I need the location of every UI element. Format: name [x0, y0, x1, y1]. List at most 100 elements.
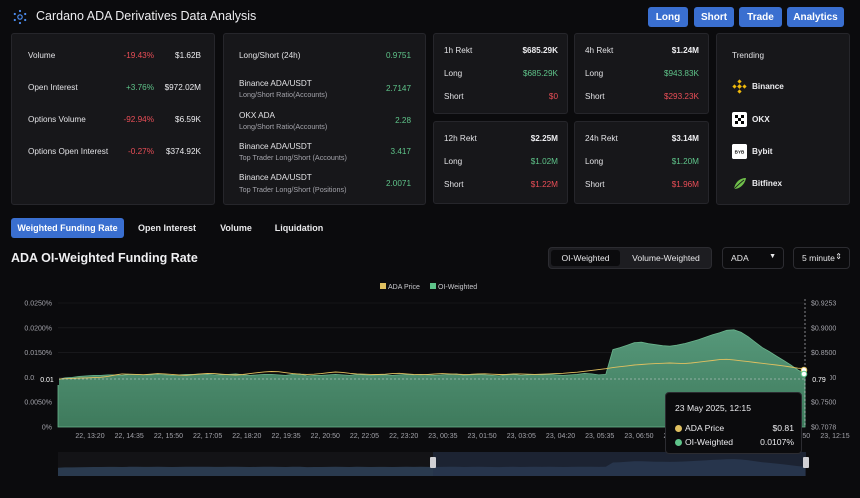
crosshair-right-label: 0.79 — [812, 377, 826, 384]
rekt-long-label: Long — [585, 157, 604, 166]
overview-label: Options Volume — [28, 115, 86, 124]
ratio-value: 2.28 — [395, 116, 411, 125]
rekt-short-label: Short — [585, 92, 605, 101]
y-axis-left-label: 0.0200% — [24, 325, 52, 332]
y-axis-right-label: $0.7078 — [811, 425, 836, 432]
x-axis-label: 22, 20:50 — [311, 433, 340, 440]
tab-weighted-funding-rate[interactable]: Weighted Funding Rate — [11, 218, 124, 238]
okx-icon — [732, 112, 747, 127]
y-axis-right-label: $0.9000 — [811, 325, 836, 332]
chart-legend: ADA Price OI-Weighted — [380, 283, 477, 291]
rekt-title: 12h Rekt — [444, 134, 477, 143]
trending-item-label: Bybit — [752, 147, 773, 156]
trending-item-label: Binance — [752, 82, 784, 91]
trending-card: Trending Binance OKX BYB Bybit Bitfinex — [716, 33, 850, 205]
rekt-short-label: Short — [444, 92, 464, 101]
rekt-long-label: Long — [444, 69, 463, 78]
y-axis-left-label: 0.0050% — [24, 400, 52, 407]
chevron-down-icon: ▼ — [769, 253, 776, 260]
app-title: Cardano ADA Derivatives Data Analysis — [36, 9, 257, 23]
rekt-short-value: $1.96M — [671, 180, 699, 189]
rekt-short-value: $293.23K — [663, 92, 699, 101]
x-axis-label: 22, 23:20 — [389, 433, 418, 440]
rekt-long-value: $1.02M — [530, 157, 558, 166]
chart-title: ADA OI-Weighted Funding Rate — [11, 251, 198, 265]
overview-change: -92.94% — [123, 115, 155, 124]
overview-value: $972.02M — [164, 83, 201, 92]
nav-trade-button[interactable]: Trade — [739, 7, 782, 27]
funding-rate-chart[interactable]: ADA Price OI-Weighted 0.0250% 0.0200% 0.01… — [0, 278, 860, 478]
ada-price-line — [57, 358, 806, 380]
chart-tooltip: 23 May 2025, 12:15 ADA Price $0.81 OI-We… — [665, 392, 802, 454]
ratio-sublabel: Top Trader Long/Short (Positions) — [239, 185, 347, 194]
navigator-left-handle[interactable] — [430, 457, 436, 468]
x-axis-label: 22, 17:05 — [193, 433, 222, 440]
x-axis-label: 23, 04:20 — [546, 433, 575, 440]
tooltip-oi-dot — [675, 439, 682, 446]
navigator-selection[interactable] — [433, 452, 806, 476]
crosshair-right-badge — [808, 373, 830, 385]
trending-item-bitfinex[interactable]: Bitfinex — [732, 176, 782, 191]
nav-short-button[interactable]: Short — [694, 7, 734, 27]
symbol-select[interactable]: ADA ▼ — [722, 247, 784, 269]
interval-select[interactable]: 5 minute ⇕ — [793, 247, 850, 269]
overview-value: $6.59K — [175, 115, 201, 124]
x-axis-label: 23, 01:50 — [468, 433, 497, 440]
x-axis-label: 22, 13:20 — [75, 433, 104, 440]
ratio-sublabel: Long/Short Ratio(Accounts) — [239, 90, 328, 99]
y-axis-right-label: $0.9253 — [811, 301, 836, 308]
rekt-card-24h: 24h Rekt $3.14M Long $1.20M Short $1.96M — [574, 121, 709, 204]
trending-item-okx[interactable]: OKX — [732, 112, 770, 127]
oi-weighted-option[interactable]: OI-Weighted — [551, 250, 620, 266]
rekt-short-label: Short — [444, 180, 464, 189]
tooltip-oi-value: 0.0107% — [760, 437, 794, 447]
overview-label: Options Open Interest — [28, 147, 109, 156]
volume-weighted-option[interactable]: Volume-Weighted — [632, 253, 700, 263]
rekt-short-value: $0 — [548, 92, 558, 101]
tooltip-price-value: $0.81 — [772, 423, 794, 433]
legend-oi-weighted[interactable]: OI-Weighted — [438, 284, 477, 291]
x-axis-label: 23, 00:35 — [428, 433, 457, 440]
nav-long-button[interactable]: Long — [648, 7, 688, 27]
tab-liquidation[interactable]: Liquidation — [274, 223, 324, 233]
y-axis-right-label: $0.8500 — [811, 350, 836, 357]
ratio-value: 2.7147 — [385, 84, 411, 93]
rekt-title: 4h Rekt — [585, 46, 614, 55]
y-axis-left-label: 0.0250% — [24, 301, 52, 308]
ratio-label: Binance ADA/USDT — [239, 142, 312, 151]
nav-analytics-button[interactable]: Analytics — [787, 7, 844, 27]
rekt-card-1h: 1h Rekt $685.29K Long $685.29K Short $0 — [433, 33, 568, 114]
legend-ada-price[interactable]: ADA Price — [388, 284, 420, 291]
overview-change: -19.43% — [123, 51, 155, 60]
y-axis-right-label: $0.7500 — [811, 400, 836, 407]
x-axis-label: 22, 22:05 — [350, 433, 379, 440]
trending-item-label: Bitfinex — [752, 179, 783, 188]
tab-open-interest[interactable]: Open Interest — [137, 223, 196, 233]
rekt-long-value: $1.20M — [671, 157, 699, 166]
overview-label: Volume — [28, 51, 56, 60]
rekt-total: $1.24M — [671, 46, 699, 55]
tooltip-price-label: ADA Price — [685, 423, 725, 433]
navigator-right-handle[interactable] — [803, 457, 809, 468]
tab-volume[interactable]: Volume — [220, 223, 252, 233]
x-axis-label: 22, 15:50 — [154, 433, 183, 440]
binance-icon — [732, 79, 747, 94]
rekt-long-label: Long — [585, 69, 604, 78]
overview-value: $1.62B — [175, 51, 201, 60]
bybit-icon: BYB — [732, 144, 747, 159]
trending-item-bybit[interactable]: BYB Bybit — [732, 144, 772, 159]
x-axis-label: 23, 05:35 — [585, 433, 614, 440]
rekt-title: 24h Rekt — [585, 134, 618, 143]
trending-title: Trending — [732, 51, 765, 60]
x-axis-label: 22, 19:35 — [271, 433, 300, 440]
ratio-value: 2.0071 — [385, 179, 411, 188]
rekt-long-label: Long — [444, 157, 463, 166]
ratio-value: 3.417 — [390, 147, 412, 156]
weighting-toggle: OI-Weighted Volume-Weighted — [548, 247, 712, 269]
legend-swatch-price — [380, 283, 386, 289]
rekt-total: $3.14M — [671, 134, 699, 143]
tooltip-date: 23 May 2025, 12:15 — [675, 403, 751, 413]
tooltip-oi-label: OI-Weighted — [685, 437, 734, 447]
trending-item-binance[interactable]: Binance — [732, 79, 784, 94]
rekt-title: 1h Rekt — [444, 46, 473, 55]
